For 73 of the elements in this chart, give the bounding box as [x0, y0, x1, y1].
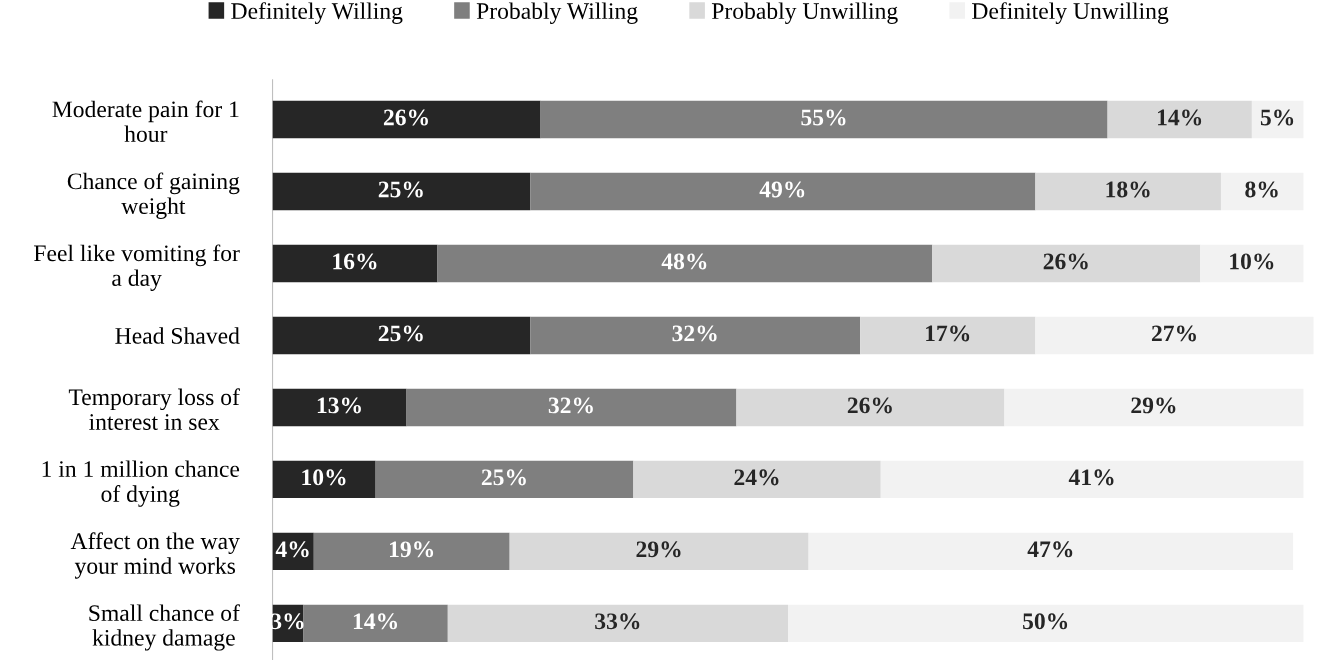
- bar: [787, 604, 1304, 643]
- y-tick-label: Chance of gaining weight: [67, 172, 240, 219]
- data-label: 8%: [1245, 181, 1278, 198]
- bar: [272, 388, 407, 427]
- y-tick-label: Affect on the way your mind works: [70, 532, 240, 579]
- bar: [1035, 316, 1314, 355]
- data-label: 50%: [1023, 613, 1068, 630]
- data-label: 24%: [734, 469, 779, 486]
- data-label: 26%: [383, 109, 428, 126]
- bar: [1200, 244, 1304, 283]
- bar: [530, 172, 1036, 211]
- bar: [1220, 172, 1304, 211]
- data-label: 10%: [1230, 253, 1274, 270]
- y-tick-label: Small chance of kidney damage: [89, 604, 240, 651]
- data-label: 18%: [1106, 181, 1150, 198]
- y-tick-label: Moderate pain for 1 hour: [52, 100, 239, 143]
- data-label: 29%: [636, 541, 681, 558]
- bar: [272, 244, 438, 283]
- data-label: 13%: [317, 397, 361, 414]
- data-label: 19%: [389, 541, 434, 558]
- bar: [272, 172, 531, 211]
- data-label: 25%: [481, 469, 526, 486]
- data-label: 3%: [271, 613, 304, 630]
- bar: [375, 460, 634, 499]
- data-label: 29%: [1131, 397, 1176, 414]
- legend-label: Probably Unwilling: [711, 2, 898, 24]
- bar: [1004, 388, 1304, 427]
- data-label: 5%: [1260, 109, 1294, 126]
- data-label: 25%: [378, 181, 423, 198]
- data-label: 33%: [595, 613, 640, 630]
- data-label: 32%: [672, 325, 717, 342]
- data-label: 17%: [926, 325, 970, 342]
- data-label: 4%: [275, 541, 309, 558]
- data-label: 10%: [302, 469, 346, 486]
- data-label: 41%: [1068, 469, 1114, 486]
- y-tick-label: Feel like vomiting for a day: [34, 244, 240, 291]
- bar: [313, 532, 510, 571]
- data-label: 49%: [759, 181, 805, 198]
- bar: [530, 316, 861, 355]
- data-label: 55%: [801, 109, 846, 126]
- y-tick-label: Head Shaved: [115, 327, 240, 344]
- bar: [303, 604, 448, 643]
- bar: [736, 388, 1005, 427]
- data-label: 32%: [548, 397, 593, 414]
- bar: [509, 532, 809, 571]
- legend-label: Definitely Willing: [231, 2, 403, 24]
- bar: [808, 532, 1294, 571]
- bar: [932, 244, 1201, 283]
- data-label: 26%: [847, 397, 892, 414]
- bar: [880, 460, 1304, 499]
- bar: [1035, 172, 1221, 211]
- bar: [447, 604, 788, 643]
- y-tick-label: Temporary loss of interest in sex: [68, 388, 240, 430]
- bar: [860, 316, 1036, 355]
- data-label: 26%: [1043, 253, 1088, 270]
- bar: [272, 100, 541, 139]
- y-tick-label: 1 in 1 million chance of dying: [42, 460, 240, 507]
- legend-label: Probably Willing: [476, 2, 638, 24]
- data-label: 48%: [661, 253, 707, 270]
- bar: [406, 388, 737, 427]
- data-label: 47%: [1027, 541, 1073, 558]
- bar: [437, 244, 933, 283]
- bar: [1107, 100, 1252, 139]
- data-label: 25%: [378, 325, 423, 342]
- bar: [633, 460, 881, 499]
- legend-label: Definitely Unwilling: [972, 2, 1169, 24]
- data-label: 27%: [1151, 325, 1196, 342]
- bar: [540, 100, 1108, 139]
- bar: [272, 316, 531, 355]
- data-label: 16%: [333, 253, 377, 270]
- data-label: 14%: [1158, 109, 1202, 126]
- bar: [272, 460, 376, 499]
- data-label: 14%: [353, 613, 398, 630]
